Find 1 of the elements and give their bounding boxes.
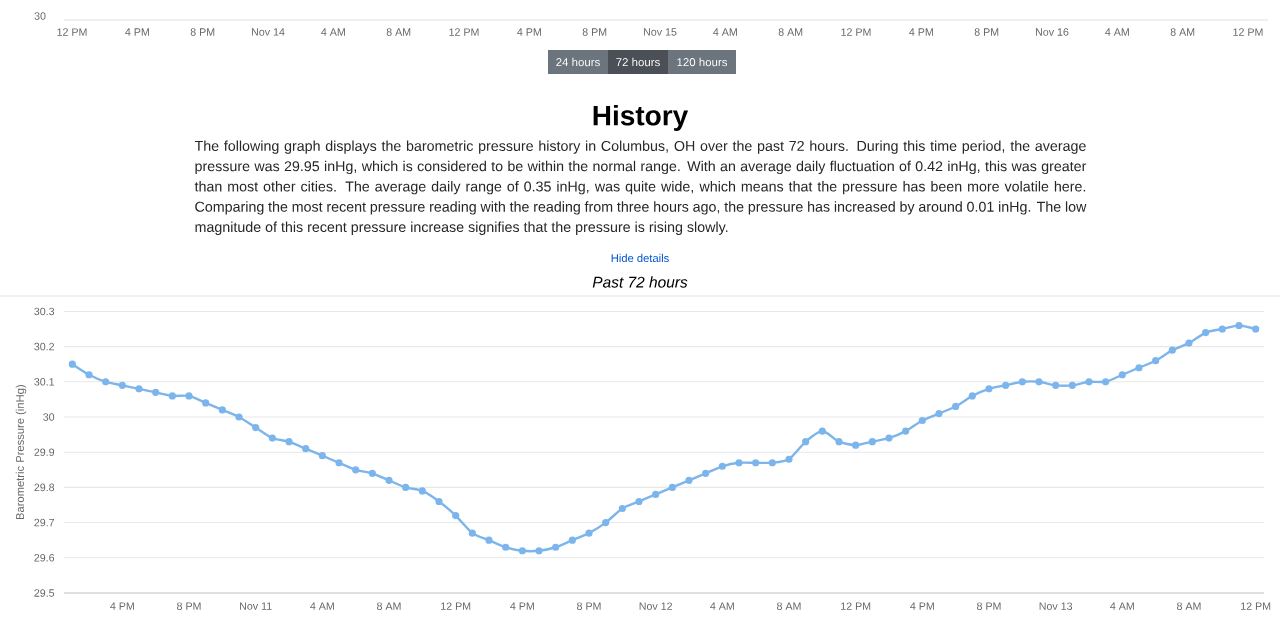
chart-title: History	[593, 104, 689, 132]
